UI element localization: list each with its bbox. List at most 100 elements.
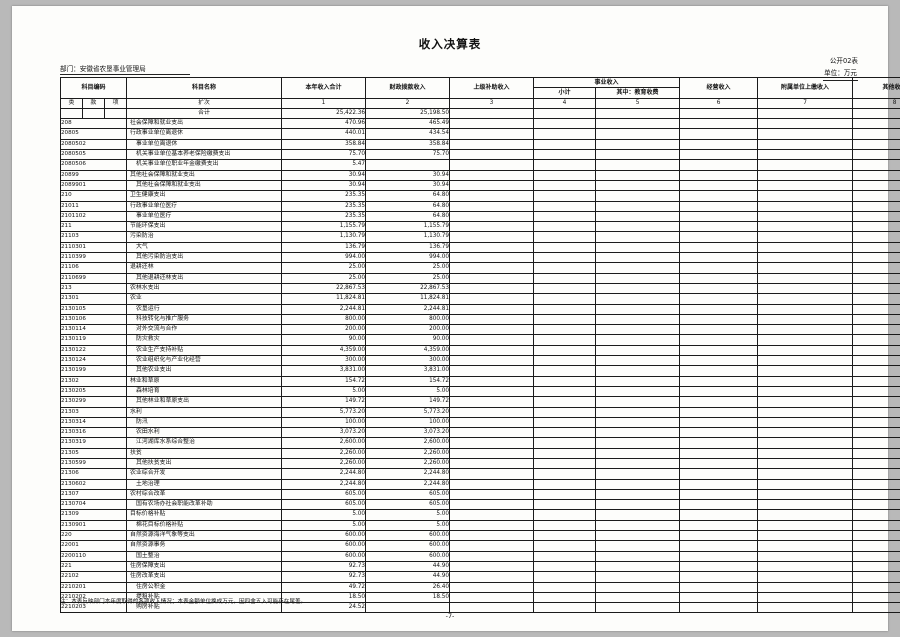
cell-class: 221 <box>59 560 128 573</box>
cell-amount-7 <box>757 427 854 439</box>
cell-amount-3 <box>449 385 535 398</box>
cell-amount-1: 994.00 <box>281 252 367 264</box>
cell-amount-2: 136.79 <box>365 241 451 254</box>
cell-amount-2: 154.72 <box>365 375 451 387</box>
cell-class: 2110399 <box>59 252 128 264</box>
cell-amount-3 <box>449 221 535 233</box>
cell-amount-7 <box>757 252 854 264</box>
th-business-income: 事业收入 <box>533 76 681 89</box>
cell-class: 21307 <box>59 488 128 501</box>
cell-amount-4 <box>533 169 597 181</box>
table-header-row-2: 小计 其中：教育收费 <box>61 87 900 99</box>
cell-amount-5 <box>595 313 681 326</box>
cell-amount-4 <box>533 344 597 357</box>
cell-class: 2130114 <box>59 324 128 336</box>
cell-amount-6 <box>679 221 759 233</box>
cell-amount-6 <box>679 190 759 202</box>
cell-amount-3 <box>449 149 535 161</box>
cell-amount-5 <box>595 602 681 614</box>
cell-amount-5 <box>595 128 681 140</box>
cell-amount-5 <box>595 396 681 408</box>
cell-amount-6 <box>679 416 759 429</box>
cell-amount-8 <box>852 530 900 542</box>
cell-subject-name: 扶贫 <box>126 447 283 459</box>
cell-amount-3 <box>449 344 535 357</box>
cell-amount-5 <box>595 272 681 284</box>
cell-class: 211 <box>59 221 128 233</box>
cell-amount-8: 5.47 <box>852 159 900 171</box>
cell-amount-5 <box>595 365 681 377</box>
cell-amount-4 <box>533 221 597 233</box>
cell-amount-2: 25.00 <box>365 262 451 274</box>
cell-amount-8 <box>852 550 900 562</box>
cell-amount-8 <box>852 447 900 459</box>
th-superior-subsidy: 上级补助收入 <box>449 77 535 99</box>
cell-class: 2080505 <box>59 149 128 161</box>
cell-amount-1: 136.79 <box>281 241 367 254</box>
th-business-education: 其中：教育收费 <box>595 87 681 99</box>
cell-amount-2: 75.70 <box>365 149 451 161</box>
cell-amount-7 <box>757 519 854 532</box>
cell-amount-2: 30.94 <box>365 179 451 192</box>
colnum-8: 8 <box>852 97 900 109</box>
table-subheader-row: 类 款 项 扩次 1 2 3 4 5 6 7 8 <box>60 97 900 109</box>
cell-amount-8 <box>852 262 900 274</box>
cell-amount-5 <box>595 231 681 243</box>
table-row: 21305 扶贫 2,260.00 2,260.00 <box>59 447 900 459</box>
cell-amount-8: 5.47 <box>852 118 900 130</box>
cell-subject-name: 住房公积金 <box>126 581 283 593</box>
cell-amount-1: 11,824.81 <box>281 293 367 305</box>
cell-amount-8 <box>852 385 900 398</box>
cell-amount-5 <box>595 385 681 398</box>
cell-amount-7 <box>757 282 854 295</box>
cell-amount-6 <box>679 272 759 284</box>
cell-amount-1: 92.73 <box>281 560 367 573</box>
cell-subject-name: 防灾救灾 <box>126 334 283 346</box>
cell-amount-5 <box>595 241 681 254</box>
cell-amount-7 <box>757 344 854 357</box>
cell-amount-2: 90.00 <box>365 334 451 346</box>
table-row: 2080505 机关事业单位基本养老保险缴费支出 75.70 75.70 <box>59 149 900 161</box>
cell-amount-5 <box>595 416 681 429</box>
cell-amount-4 <box>533 282 597 295</box>
cell-amount-7 <box>757 200 854 212</box>
cell-amount-2: 600.00 <box>365 540 451 552</box>
subheader-section: 款 <box>82 97 105 109</box>
cell-amount-4 <box>533 262 597 274</box>
cell-amount-4 <box>533 437 597 449</box>
cell-amount-4 <box>533 571 597 583</box>
cell-amount-3 <box>449 437 535 449</box>
cell-amount-1: 1,130.79 <box>281 231 367 243</box>
cell-amount-5 <box>595 488 681 501</box>
colnum-1: 1 <box>281 97 367 109</box>
cell-amount-6 <box>679 457 759 470</box>
cell-amount-2: 5,773.20 <box>365 406 451 418</box>
cell-amount-8 <box>852 293 900 305</box>
table-row: 2130319 江河湖库水系综合整治 2,600.00 2,600.00 <box>59 437 900 449</box>
colnum-5: 5 <box>595 97 681 109</box>
cell-amount-4 <box>533 303 597 315</box>
cell-amount-3 <box>449 478 535 490</box>
cell-amount-5 <box>595 530 681 542</box>
form-number: 公开02表 <box>829 57 858 65</box>
th-affiliated-units: 附属单位上缴收入 <box>757 77 854 99</box>
cell-amount-8 <box>852 509 900 521</box>
cell-subject-name: 污染防治 <box>126 231 283 243</box>
table-row: 21306 农业综合开发 2,244.80 2,244.80 <box>59 468 900 480</box>
cell-amount-2: 3,073.20 <box>365 427 451 439</box>
page-title: 收入决算表 <box>418 37 482 51</box>
page-number: -7- <box>445 612 455 620</box>
cell-amount-7 <box>757 581 854 593</box>
cell-amount-8: 223.86 <box>852 107 900 120</box>
cell-amount-6 <box>679 385 759 398</box>
cell-subject-name: 事业单位医疗 <box>126 210 283 223</box>
cell-amount-8 <box>852 252 900 264</box>
cell-amount-5 <box>595 406 681 418</box>
cell-amount-2: 358.84 <box>365 138 451 151</box>
cell-amount-8 <box>852 231 900 243</box>
cell-amount-4 <box>533 488 597 501</box>
cell-subject-name: 农业生产支持补贴 <box>126 344 283 357</box>
cell-amount-4 <box>533 385 597 398</box>
